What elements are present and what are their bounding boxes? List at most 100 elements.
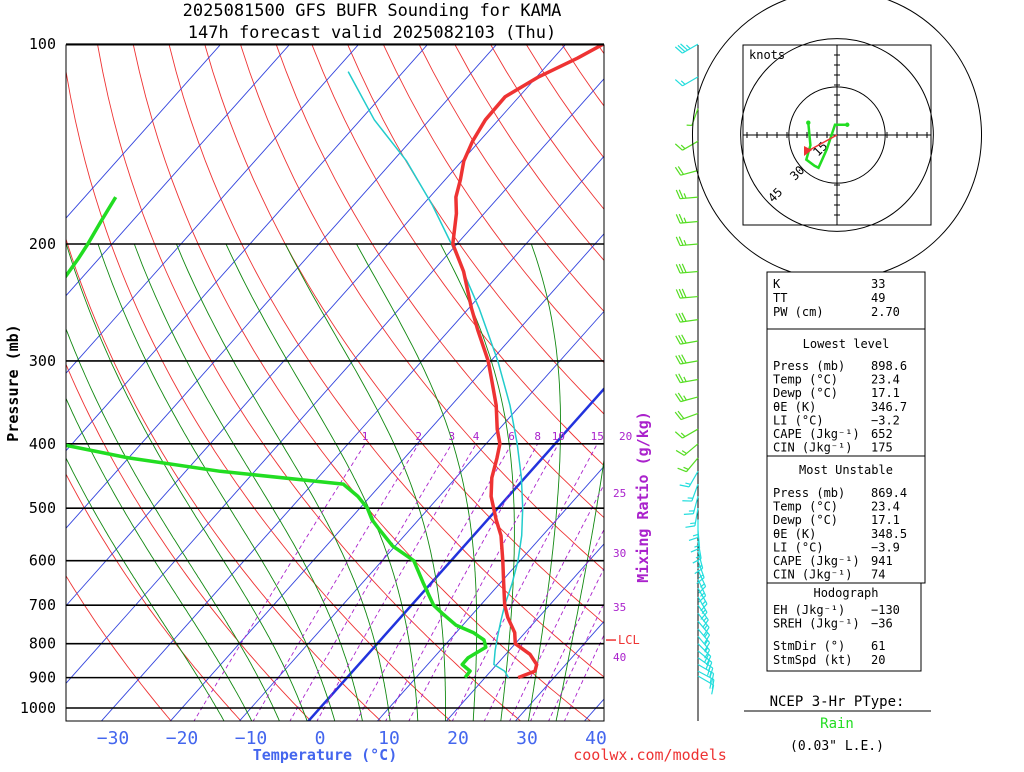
table-row-name: θE (K)	[773, 527, 816, 541]
isotherm	[0, 44, 221, 722]
barb-half-flag	[681, 145, 685, 149]
table-row-value: 23.4	[871, 500, 900, 514]
pressure-tick-label: 600	[29, 552, 56, 570]
table-row-name: LI (°C)	[773, 413, 824, 427]
barb-half-flag	[682, 451, 686, 454]
table-row-value: 652	[871, 427, 893, 441]
barb-flag	[675, 144, 682, 150]
hodograph-dot	[806, 121, 810, 125]
barb-flag	[678, 468, 687, 471]
pressure-tick-label: 700	[29, 596, 56, 614]
table-row-name: CAPE (Jkg⁻¹)	[773, 427, 860, 441]
table-row-name: StmDir (°)	[773, 639, 845, 653]
table-row-value: 175	[871, 441, 893, 455]
barb-half-flag	[684, 240, 686, 245]
mixing-ratio-tick-label: 4	[473, 430, 480, 443]
wind-barb	[676, 444, 698, 456]
barb-half-flag	[690, 523, 695, 524]
wind-barb	[676, 214, 698, 223]
table-row-name: Press (mb)	[773, 359, 845, 373]
isotherm	[0, 44, 290, 722]
mixing-ratio-tick-label: 6	[508, 430, 515, 443]
dry-adiabat	[955, 44, 1024, 722]
table-row-value: 2.70	[871, 305, 900, 319]
table-row-name: Dewp (°C)	[773, 386, 838, 400]
temperature-tick-label: −30	[97, 728, 130, 749]
wind-barb	[687, 108, 698, 125]
dry-adiabat	[0, 44, 312, 722]
wind-barb	[675, 429, 698, 438]
table-row-name: Dewp (°C)	[773, 513, 838, 527]
dry-adiabat	[0, 44, 172, 722]
barb-flag	[689, 537, 698, 540]
mixing-ratio-title: Mixing Ratio (g/kg)	[634, 411, 652, 583]
mixing-ratio-tick-label: 20	[619, 430, 632, 443]
pressure-tick-label: 1000	[20, 699, 56, 717]
hodograph-units: knots	[749, 48, 785, 62]
mixing-ratio-tick-label: 8	[534, 430, 541, 443]
barb-half-flag	[710, 684, 711, 689]
wind-barb	[675, 141, 698, 150]
credit-text: coolwx.com/models	[573, 746, 727, 764]
pressure-tick-label: 100	[29, 35, 56, 53]
wind-barb	[676, 313, 698, 322]
lcl-label: LCL	[618, 633, 640, 647]
temperature-tick-label: 30	[516, 728, 538, 749]
ptype-value: Rain	[820, 716, 854, 732]
table-row-value: 74	[871, 568, 885, 582]
barb-half-flag	[693, 534, 698, 536]
pressure-tick-label: 800	[29, 635, 56, 653]
dry-adiabat	[990, 44, 1024, 722]
wind-barb	[675, 77, 698, 86]
moist-adiabat	[528, 244, 560, 722]
plot-frame	[66, 45, 604, 721]
table-row-name: TT	[773, 291, 787, 305]
table-section-title: Hodograph	[813, 586, 878, 600]
wind-barb	[675, 44, 698, 53]
barb-half-flag	[703, 617, 706, 621]
barb-half-flag	[710, 678, 711, 683]
barb-flag	[693, 559, 701, 564]
mixing-ratio-tick-label: 3	[448, 430, 455, 443]
table-section-title: Lowest level	[803, 337, 890, 351]
barb-flag	[675, 432, 682, 438]
mixing-ratio-line	[548, 444, 683, 722]
table-row-value: −3.2	[871, 413, 900, 427]
hodograph-dot	[845, 123, 849, 127]
pressure-tick-label: 400	[29, 435, 56, 453]
table-row-name: CAPE (Jkg⁻¹)	[773, 554, 860, 568]
wind-barb	[676, 374, 698, 383]
barb-flag	[675, 80, 682, 86]
barb-half-flag	[681, 81, 685, 85]
barb-half-flag	[685, 483, 690, 484]
wind-barb	[675, 166, 698, 175]
barb-flag	[684, 514, 693, 515]
mixing-ratio-line	[509, 444, 648, 722]
wind-barb	[682, 484, 698, 501]
table-row-name: EH (Jkg⁻¹)	[773, 603, 845, 617]
dry-adiabat	[205, 44, 732, 722]
isotherm	[0, 44, 359, 722]
mixing-ratio-tick-label: 15	[591, 430, 604, 443]
dry-adiabat	[919, 44, 1024, 722]
isotherm	[0, 44, 428, 722]
mixing-ratio-line	[253, 444, 419, 722]
wind-barb	[676, 264, 698, 273]
wind-barb	[675, 393, 698, 402]
table-row-name: Press (mb)	[773, 486, 845, 500]
mixing-ratio-line	[564, 444, 697, 722]
wind-barb	[676, 355, 698, 364]
mixing-ratio-line	[356, 444, 512, 722]
title-line-1: 2025081500 GFS BUFR Sounding for KAMA	[183, 1, 562, 21]
mixing-ratio-side-label: 40	[613, 651, 626, 664]
barb-half-flag	[684, 218, 686, 223]
ptype-title: NCEP 3-Hr PType:	[770, 694, 905, 710]
moist-adiabat	[556, 244, 618, 722]
table-row-name: θE (K)	[773, 400, 816, 414]
wind-barb	[680, 471, 698, 487]
barb-half-flag	[684, 193, 686, 198]
barb-half-flag	[686, 45, 690, 49]
